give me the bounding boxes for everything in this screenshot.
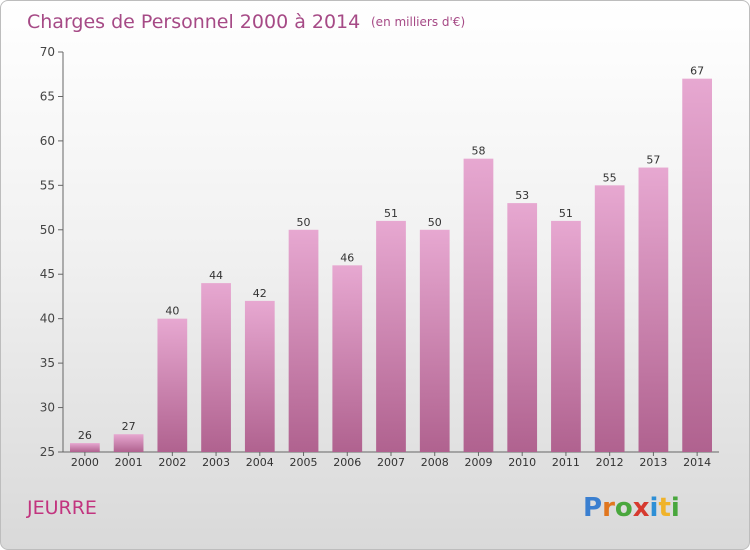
x-tick-label: 2003 <box>202 456 230 469</box>
logo-letter: P <box>583 493 602 523</box>
bar <box>288 229 319 452</box>
y-tick-label: 55 <box>40 178 55 192</box>
logo-letter: i <box>671 493 680 523</box>
chart-title: Charges de Personnel 2000 à 2014 <box>27 11 360 33</box>
data-label: 50 <box>297 216 311 229</box>
data-label: 55 <box>603 171 617 184</box>
x-tick-label: 2001 <box>115 456 143 469</box>
data-label: 27 <box>122 420 136 433</box>
data-label: 42 <box>253 287 267 300</box>
logo-letter: t <box>658 493 670 523</box>
bar <box>201 283 231 452</box>
logo-letter: x <box>633 493 650 523</box>
labels: 26 2000 27 2001 40 2002 44 2003 42 2004 50 2005 46 20… <box>71 65 711 469</box>
chart-subtitle: (en milliers d'€) <box>371 15 465 29</box>
x-tick-label: 2000 <box>71 456 99 469</box>
x-tick-label: 2004 <box>246 456 274 469</box>
logo-letter: r <box>602 493 615 523</box>
location-name: JEURRE <box>26 497 97 519</box>
x-tick-label: 2009 <box>464 456 492 469</box>
proxiti-logo: Proxiti <box>583 493 680 523</box>
data-label: 51 <box>559 207 573 220</box>
y-tick-label: 50 <box>40 223 55 237</box>
bar <box>157 318 188 452</box>
data-label: 51 <box>384 207 398 220</box>
bar <box>463 158 494 452</box>
data-label: 26 <box>78 429 92 442</box>
y-tick-label: 40 <box>40 312 55 326</box>
bar <box>376 220 406 452</box>
bar <box>244 300 275 452</box>
x-tick-label: 2011 <box>552 456 580 469</box>
x-tick-label: 2007 <box>377 456 405 469</box>
bar <box>113 434 144 452</box>
data-label: 46 <box>340 251 354 264</box>
x-tick-label: 2013 <box>639 456 667 469</box>
x-tick-label: 2010 <box>508 456 536 469</box>
x-tick-label: 2002 <box>158 456 186 469</box>
data-label: 58 <box>471 145 485 158</box>
data-label: 40 <box>165 305 179 318</box>
logo-letter: o <box>615 493 633 523</box>
bar <box>638 167 669 453</box>
bars <box>69 78 713 453</box>
data-label: 44 <box>209 269 223 282</box>
logo-letter: i <box>650 493 659 523</box>
y-tick-label: 60 <box>40 134 55 148</box>
data-label: 57 <box>646 154 660 167</box>
bar <box>419 229 450 452</box>
bar <box>507 203 538 452</box>
bar <box>551 220 581 452</box>
x-tick-label: 2008 <box>421 456 449 469</box>
bar <box>69 443 100 452</box>
y-tick-label: 35 <box>40 356 55 370</box>
bar <box>594 185 625 453</box>
y-tick-label: 45 <box>40 267 55 281</box>
x-tick-label: 2014 <box>683 456 711 469</box>
x-tick-label: 2006 <box>333 456 361 469</box>
bar <box>332 265 363 452</box>
y-tick-label: 65 <box>40 89 55 103</box>
x-tick-label: 2012 <box>596 456 624 469</box>
data-label: 53 <box>515 189 529 202</box>
y-tick-label: 30 <box>40 401 55 415</box>
x-tick-label: 2005 <box>290 456 318 469</box>
data-label: 50 <box>428 216 442 229</box>
y-tick-label: 25 <box>40 445 55 459</box>
data-label: 67 <box>690 65 704 78</box>
bar <box>682 78 713 453</box>
y-tick-label: 70 <box>40 45 55 59</box>
